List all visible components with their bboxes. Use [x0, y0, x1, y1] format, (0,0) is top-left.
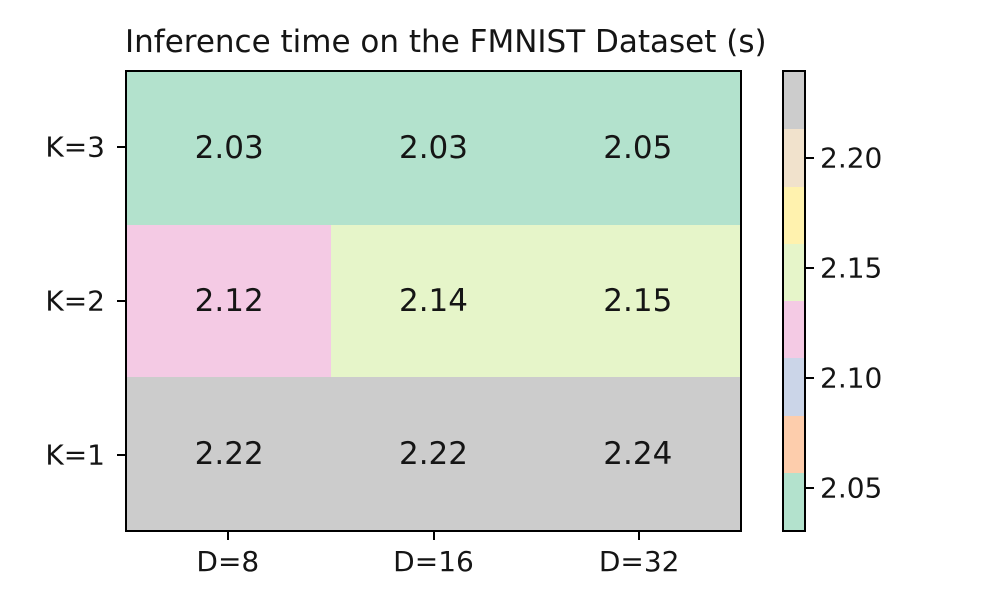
- cell-value-label: 2.15: [603, 282, 673, 319]
- heatmap-cell-K=3-D=16: 2.03: [331, 72, 536, 225]
- heatmap-plot: 2.03 2.03 2.05 2.12 2.14 2.15 2.22 2.22 2.24: [125, 70, 742, 532]
- cell-value-label: 2.22: [398, 435, 468, 472]
- x-axis: D=8 D=16 D=32: [125, 532, 742, 594]
- colorbar-tick-mark: [806, 487, 814, 489]
- heatmap-cell-K=2-D=32: 2.15: [535, 224, 740, 378]
- heatmap-cell-K=1-D=32: 2.24: [535, 377, 740, 530]
- cell-value-label: 2.24: [603, 435, 673, 472]
- colorbar-segment: [784, 186, 804, 244]
- colorbar-tick-mark: [806, 157, 814, 159]
- heatmap-cell-K=1-D=16: 2.22: [331, 377, 536, 530]
- colorbar-tick-mark: [806, 267, 814, 269]
- cell-value-label: 2.03: [398, 130, 468, 167]
- colorbar-segment: [784, 129, 804, 187]
- y-axis: K=3 K=2 K=1: [0, 70, 125, 532]
- x-tick-label-D=16: D=16: [393, 545, 474, 578]
- colorbar-tick-label-2.10: 2.10: [820, 361, 883, 395]
- y-tick-label-K=1: K=1: [45, 438, 105, 472]
- x-tick-mark: [226, 532, 229, 540]
- colorbar-tick-mark: [806, 376, 814, 379]
- x-tick-label-D=32: D=32: [598, 545, 680, 578]
- y-tick-mark: [117, 145, 125, 148]
- chart-title: Inference time on the FMNIST Dataset (s): [125, 24, 767, 60]
- colorbar-segment: [784, 415, 804, 473]
- heatmap-grid: 2.03 2.03 2.05 2.12 2.14 2.15 2.22 2.22 2.24: [127, 72, 740, 530]
- heatmap-cell-K=3-D=32: 2.05: [535, 72, 740, 225]
- cell-value-label: 2.22: [194, 435, 264, 472]
- heatmap-cell-K=2-D=8: 2.12: [127, 224, 332, 378]
- colorbar-tick-label-2.15: 2.15: [820, 251, 883, 285]
- cell-value-label: 2.14: [398, 282, 468, 319]
- colorbar: [782, 70, 806, 532]
- colorbar-segment: [784, 243, 804, 301]
- colorbar-segment: [784, 358, 804, 416]
- y-tick-mark: [117, 300, 125, 302]
- y-tick-label-K=3: K=3: [45, 130, 105, 164]
- x-tick-label-D=8: D=8: [196, 545, 260, 578]
- colorbar-segment: [784, 301, 804, 359]
- colorbar-ticks: 2.20 2.15 2.10 2.05: [806, 70, 916, 532]
- x-tick-mark: [638, 532, 641, 540]
- y-tick-mark: [117, 454, 125, 456]
- y-tick-label-K=2: K=2: [45, 284, 105, 318]
- cell-value-label: 2.05: [603, 130, 673, 167]
- colorbar-segment: [784, 72, 804, 130]
- x-tick-mark: [432, 532, 435, 540]
- heatmap-cell-K=2-D=16: 2.14: [331, 224, 536, 378]
- heatmap-cell-K=3-D=8: 2.03: [127, 72, 332, 225]
- cell-value-label: 2.03: [194, 130, 264, 167]
- colorbar-segment: [784, 472, 804, 530]
- heatmap-cell-K=1-D=8: 2.22: [127, 377, 332, 530]
- colorbar-tick-label-2.20: 2.20: [820, 141, 883, 175]
- colorbar-tick-label-2.05: 2.05: [820, 471, 883, 505]
- cell-value-label: 2.12: [194, 282, 264, 319]
